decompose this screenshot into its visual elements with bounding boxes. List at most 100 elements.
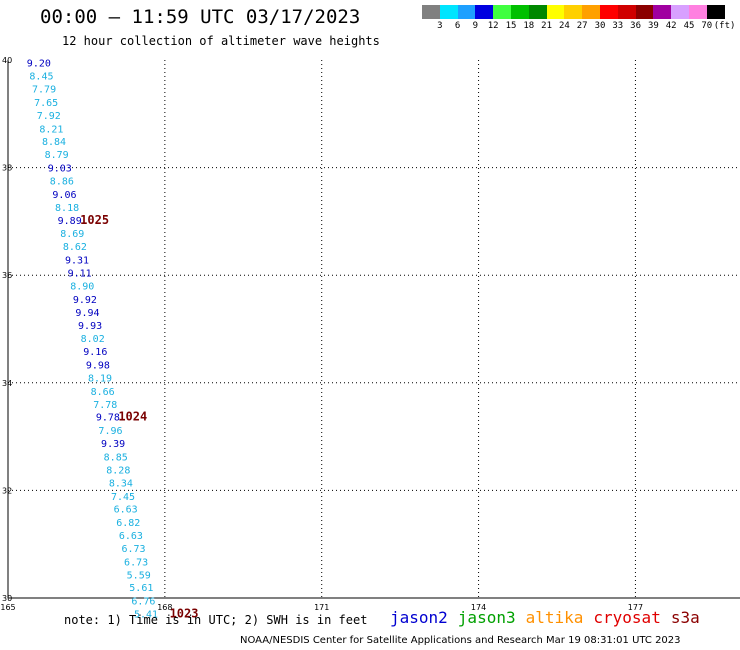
- colorbar-label: 12: [487, 21, 499, 31]
- wave-height-label: 8.84: [42, 137, 66, 148]
- wave-height-label: 6.82: [116, 518, 140, 529]
- legend-item: s3a: [670, 608, 700, 627]
- y-tick-label: 38: [2, 164, 12, 173]
- wave-height-label: 9.93: [78, 321, 102, 332]
- legend-item: cryosat: [593, 608, 661, 627]
- y-tick-label: 36: [2, 271, 12, 280]
- wave-height-label: 7.45: [111, 492, 135, 503]
- colorbar-label: 36: [630, 21, 642, 31]
- wave-height-label: 9.39: [101, 439, 125, 450]
- wave-height-label: 8.85: [104, 453, 128, 464]
- colorbar-swatch: [688, 5, 707, 19]
- pressure-label: 1025: [80, 213, 109, 227]
- colorbar-label: 39: [647, 21, 659, 31]
- wave-height-label: 7.79: [32, 85, 56, 96]
- colorbar-label: 3: [437, 21, 443, 31]
- colorbar-label: 30: [594, 21, 606, 31]
- colorbar-label: 24: [558, 21, 570, 31]
- wave-height-label: 5.41: [134, 610, 158, 621]
- colorbar-label: 42: [665, 21, 677, 31]
- y-tick-label: 40: [2, 56, 12, 65]
- x-tick-label: 177: [628, 603, 643, 612]
- colorbar-swatch: [510, 5, 529, 19]
- wave-height-label: 8.86: [50, 177, 74, 188]
- wave-height-label: 9.98: [86, 361, 110, 372]
- colorbar-swatch: [653, 5, 672, 19]
- legend-item: jason3: [457, 608, 516, 627]
- wave-height-label: 8.28: [106, 465, 130, 476]
- colorbar-label: 70: [701, 21, 713, 31]
- colorbar-label: 33: [612, 21, 624, 31]
- wave-height-label: 8.45: [29, 72, 53, 83]
- colorbar-swatch: [582, 5, 600, 19]
- wave-height-label: 8.21: [39, 124, 63, 135]
- wave-height-label: 8.79: [45, 150, 69, 161]
- wave-height-label: 9.94: [75, 308, 99, 319]
- y-tick-label: 34: [2, 379, 12, 388]
- legend-item: altika: [525, 608, 584, 627]
- wave-height-label: 6.76: [131, 597, 155, 608]
- wave-height-label: 9.11: [68, 269, 92, 280]
- pressure-label: 1024: [118, 410, 147, 424]
- colorbar-swatch: [635, 5, 654, 19]
- colorbar-swatch: [422, 5, 440, 19]
- wave-height-label: 9.03: [48, 164, 72, 175]
- wave-height-label: 6.63: [119, 531, 143, 542]
- wave-height-label: 9.31: [65, 256, 89, 267]
- colorbar-swatch: [706, 5, 725, 19]
- wave-height-label: 9.92: [73, 295, 97, 306]
- wave-height-label: 9.20: [27, 59, 51, 70]
- colorbar-label: 21: [541, 21, 553, 31]
- colorbar-label: 45: [683, 21, 695, 31]
- pressure-label: 1023: [170, 607, 199, 621]
- chart-title: 00:00 – 11:59 UTC 03/17/2023: [40, 6, 361, 28]
- wave-height-label: 9.78: [96, 413, 120, 424]
- colorbar-swatch: [564, 5, 583, 19]
- colorbar-labels: 3 6 9 12 15 18 21 24 27 30 33 36 39 42 45 70 (ft): [422, 21, 740, 33]
- wave-height-label: 8.19: [88, 373, 112, 384]
- satellite-legend: jason2 jason3 altika cryosat s3a: [390, 608, 710, 627]
- x-tick-label: 171: [314, 603, 329, 612]
- wave-height-label: 9.16: [83, 347, 107, 358]
- wave-height-label: 8.62: [63, 242, 87, 253]
- legend-item: jason2: [390, 608, 448, 627]
- wave-height-label: 8.02: [81, 334, 105, 345]
- colorbar-label: 15: [505, 21, 517, 31]
- chart-subtitle: 12 hour collection of altimeter wave hei…: [62, 34, 380, 48]
- y-tick-label: 32: [2, 486, 12, 495]
- colorbar-swatch: [528, 5, 547, 19]
- wave-height-label: 9.06: [52, 190, 76, 201]
- colorbar-swatch: [493, 5, 511, 19]
- colorbar-swatch: [671, 5, 689, 19]
- x-tick-label: 168: [157, 603, 172, 612]
- wave-height-label: 6.73: [124, 557, 148, 568]
- colorbar-swatch: [475, 5, 494, 19]
- wave-height-label: 8.18: [55, 203, 79, 214]
- colorbar-swatch: [599, 5, 618, 19]
- colorbar-swatch: [439, 5, 458, 19]
- wave-height-label: 8.90: [70, 281, 94, 292]
- wave-height-label: 9.89: [58, 216, 82, 227]
- colorbar-label: 27: [576, 21, 588, 31]
- wave-height-label: 8.34: [109, 478, 133, 489]
- wave-height-label: 8.66: [91, 387, 115, 398]
- colorbar-swatch: [546, 5, 565, 19]
- colorbar-swatch: [617, 5, 636, 19]
- wave-height-label: 6.73: [121, 544, 145, 555]
- colorbar-label: 6: [454, 21, 461, 31]
- credit-line: NOAA/NESDIS Center for Satellite Applica…: [240, 635, 681, 646]
- wave-height-label: 7.65: [34, 98, 58, 109]
- wave-height-label: 7.92: [37, 111, 61, 122]
- colorbar-label: 9: [472, 21, 479, 31]
- footnote: note: 1) Time is in UTC; 2) SWH is in fe…: [64, 613, 368, 627]
- x-tick-label: 174: [471, 603, 486, 612]
- wave-height-label: 8.69: [60, 229, 84, 240]
- colorbar-label: 18: [523, 21, 535, 31]
- wave-height-label: 5.59: [127, 570, 151, 581]
- wave-height-label: 6.63: [114, 505, 138, 516]
- x-tick-label: 165: [0, 603, 15, 612]
- y-tick-label: 30: [2, 594, 12, 603]
- wave-height-label: 7.78: [93, 400, 117, 411]
- wave-height-label: 7.96: [98, 426, 122, 437]
